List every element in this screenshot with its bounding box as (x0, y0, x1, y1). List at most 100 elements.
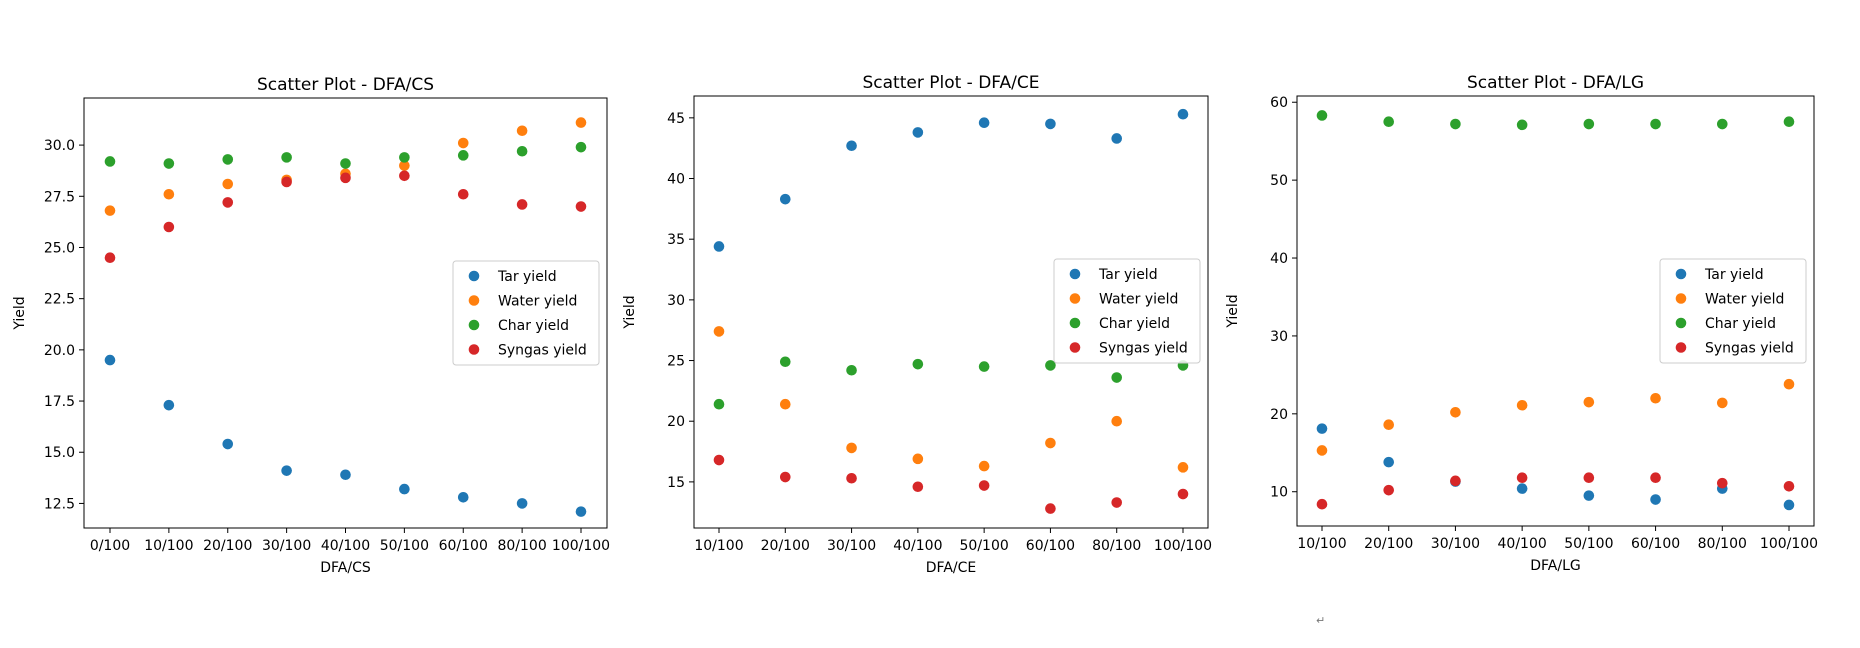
data-point-char-yield (1783, 116, 1795, 128)
x-tick-label: 0/100 (90, 538, 130, 554)
legend: Tar yield Water yield Char yield Syngas yie… (452, 260, 600, 366)
legend-label: Char yield (1705, 316, 1776, 332)
data-point-tar-yield (222, 438, 234, 450)
x-tick-label: 50/100 (380, 538, 429, 554)
y-tick-label: 12.5 (44, 496, 75, 512)
data-point-syngas-yield (575, 201, 587, 212)
legend-box (1053, 258, 1201, 364)
data-point-tar-yield (1316, 423, 1328, 434)
legend-marker (1675, 268, 1687, 280)
data-point-tar-yield (457, 491, 469, 503)
data-point-tar-yield (340, 469, 351, 481)
legend-marker (1675, 293, 1687, 304)
legend-label: Syngas yield (1099, 341, 1188, 357)
plot-frame (1296, 95, 1815, 527)
x-tick-label: 30/100 (1431, 536, 1480, 552)
data-point-water-yield (1111, 415, 1123, 427)
x-tick-label: 10/100 (694, 538, 743, 554)
data-point-syngas-yield (399, 170, 410, 182)
data-point-char-yield (457, 150, 469, 161)
legend-label: Syngas yield (498, 343, 587, 359)
y-tick-label: 17.5 (44, 394, 75, 410)
data-point-tar-yield (1383, 456, 1395, 468)
data-point-water-yield (1316, 445, 1328, 456)
x-tick-label: 20/100 (761, 538, 810, 554)
data-point-char-yield (1111, 372, 1123, 383)
data-point-syngas-yield (163, 221, 175, 233)
data-point-char-yield (222, 154, 234, 165)
data-point-tar-yield (713, 241, 725, 252)
y-tick-label: 30 (1270, 329, 1288, 345)
data-point-tar-yield (399, 483, 410, 495)
data-point-char-yield (912, 358, 924, 370)
data-point-char-yield (978, 361, 990, 372)
legend-label: Water yield (498, 294, 577, 310)
data-point-char-yield (340, 158, 351, 169)
data-point-water-yield (104, 205, 116, 216)
data-point-water-yield (912, 453, 924, 465)
legend-label: Water yield (1705, 292, 1784, 308)
legend: Tar yield Water yield Char yield Syngas yie… (1053, 258, 1201, 364)
data-point-tar-yield (846, 140, 857, 152)
x-tick-label: 100/100 (1154, 538, 1212, 554)
data-point-water-yield (457, 137, 469, 149)
x-tick-label: 10/100 (144, 538, 193, 554)
y-tick-label: 25.0 (44, 240, 75, 256)
data-point-tar-yield (1583, 490, 1595, 501)
data-point-char-yield (1383, 116, 1395, 128)
y-tick-label: 15.0 (44, 445, 75, 461)
legend-label: Tar yield (1704, 267, 1764, 283)
data-point-syngas-yield (104, 252, 116, 264)
data-point-syngas-yield (1716, 477, 1728, 489)
data-point-char-yield (846, 364, 857, 376)
data-point-syngas-yield (516, 199, 528, 210)
data-point-char-yield (516, 145, 528, 157)
data-point-char-yield (1316, 110, 1328, 121)
data-point-water-yield (222, 178, 234, 190)
y-tick-label: 40 (1270, 251, 1288, 267)
legend-box (452, 260, 600, 366)
legend-marker (1675, 342, 1687, 353)
legend-label: Char yield (498, 318, 569, 334)
y-tick-label: 60 (1270, 95, 1288, 111)
legend-label: Tar yield (1098, 267, 1158, 283)
x-tick-label: 80/100 (497, 538, 546, 554)
data-point-tar-yield (912, 127, 924, 138)
y-tick-label: 30.0 (44, 138, 75, 154)
x-tick-label: 30/100 (262, 538, 311, 554)
data-point-syngas-yield (1383, 484, 1395, 496)
data-point-tar-yield (281, 465, 292, 476)
data-point-syngas-yield (281, 176, 292, 188)
legend-marker (468, 270, 480, 282)
legend-marker (1069, 293, 1081, 304)
data-point-char-yield (779, 356, 791, 368)
data-point-water-yield (1650, 392, 1661, 404)
legend-marker (468, 295, 480, 306)
legend-label: Syngas yield (1705, 341, 1794, 357)
data-point-water-yield (1383, 419, 1395, 431)
data-point-tar-yield (104, 354, 116, 366)
y-tick-label: 20.0 (44, 343, 75, 359)
legend-marker (468, 344, 480, 355)
chart-title: Scatter Plot - DFA/LG (1467, 73, 1644, 93)
y-tick-label: 27.5 (44, 189, 75, 205)
data-point-water-yield (1045, 437, 1056, 449)
x-axis-label: DFA/LG (1530, 558, 1581, 574)
y-tick-label: 50 (1270, 173, 1288, 189)
legend-marker (1069, 268, 1081, 280)
data-point-water-yield (1783, 378, 1795, 390)
data-point-char-yield (713, 398, 725, 410)
y-tick-label: 10 (1270, 485, 1288, 501)
data-point-water-yield (779, 398, 791, 410)
y-tick-label: 22.5 (44, 292, 75, 308)
chart-title: Scatter Plot - DFA/CS (257, 75, 434, 95)
x-tick-label: 80/100 (1092, 538, 1141, 554)
data-point-tar-yield (779, 193, 791, 205)
data-point-water-yield (978, 460, 990, 472)
chart-title: Scatter Plot - DFA/CE (863, 73, 1040, 93)
x-tick-label: 20/100 (1364, 536, 1413, 552)
y-tick-label: 45 (667, 111, 685, 127)
y-axis-label: Yield (1225, 294, 1241, 328)
data-point-char-yield (575, 141, 587, 153)
